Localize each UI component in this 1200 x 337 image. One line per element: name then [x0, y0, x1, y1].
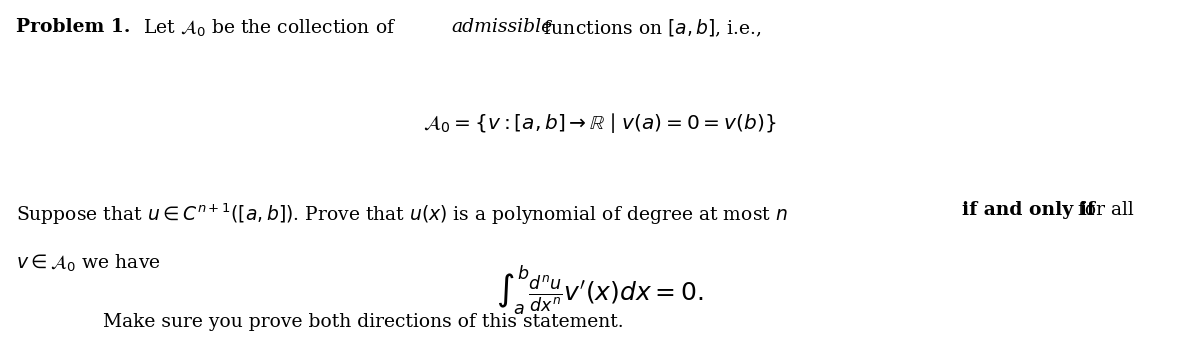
Text: Let $\mathcal{A}_0$ be the collection of: Let $\mathcal{A}_0$ be the collection of: [143, 18, 396, 39]
Text: if and only if: if and only if: [961, 201, 1094, 219]
Text: for all: for all: [1072, 201, 1134, 219]
Text: $\mathcal{A}_0 = \{v : [a, b] \rightarrow \mathbb{R} \mid v(a) = 0 = v(b)\}$: $\mathcal{A}_0 = \{v : [a, b] \rightarro…: [424, 111, 776, 135]
Text: $v \in \mathcal{A}_0$ we have: $v \in \mathcal{A}_0$ we have: [16, 253, 161, 274]
Text: Suppose that $u \in C^{n+1}([a, b])$. Prove that $u(x)$ is a polynomial of degre: Suppose that $u \in C^{n+1}([a, b])$. Pr…: [16, 201, 788, 227]
Text: Problem 1.: Problem 1.: [16, 18, 130, 36]
Text: $\int_a^b \frac{d^n u}{dx^n} v'(x)dx = 0.$: $\int_a^b \frac{d^n u}{dx^n} v'(x)dx = 0…: [496, 263, 704, 316]
Text: admissible: admissible: [451, 18, 553, 36]
Text: Make sure you prove both directions of this statement.: Make sure you prove both directions of t…: [103, 313, 624, 331]
Text: functions on $[a, b]$, i.e.,: functions on $[a, b]$, i.e.,: [538, 18, 762, 39]
